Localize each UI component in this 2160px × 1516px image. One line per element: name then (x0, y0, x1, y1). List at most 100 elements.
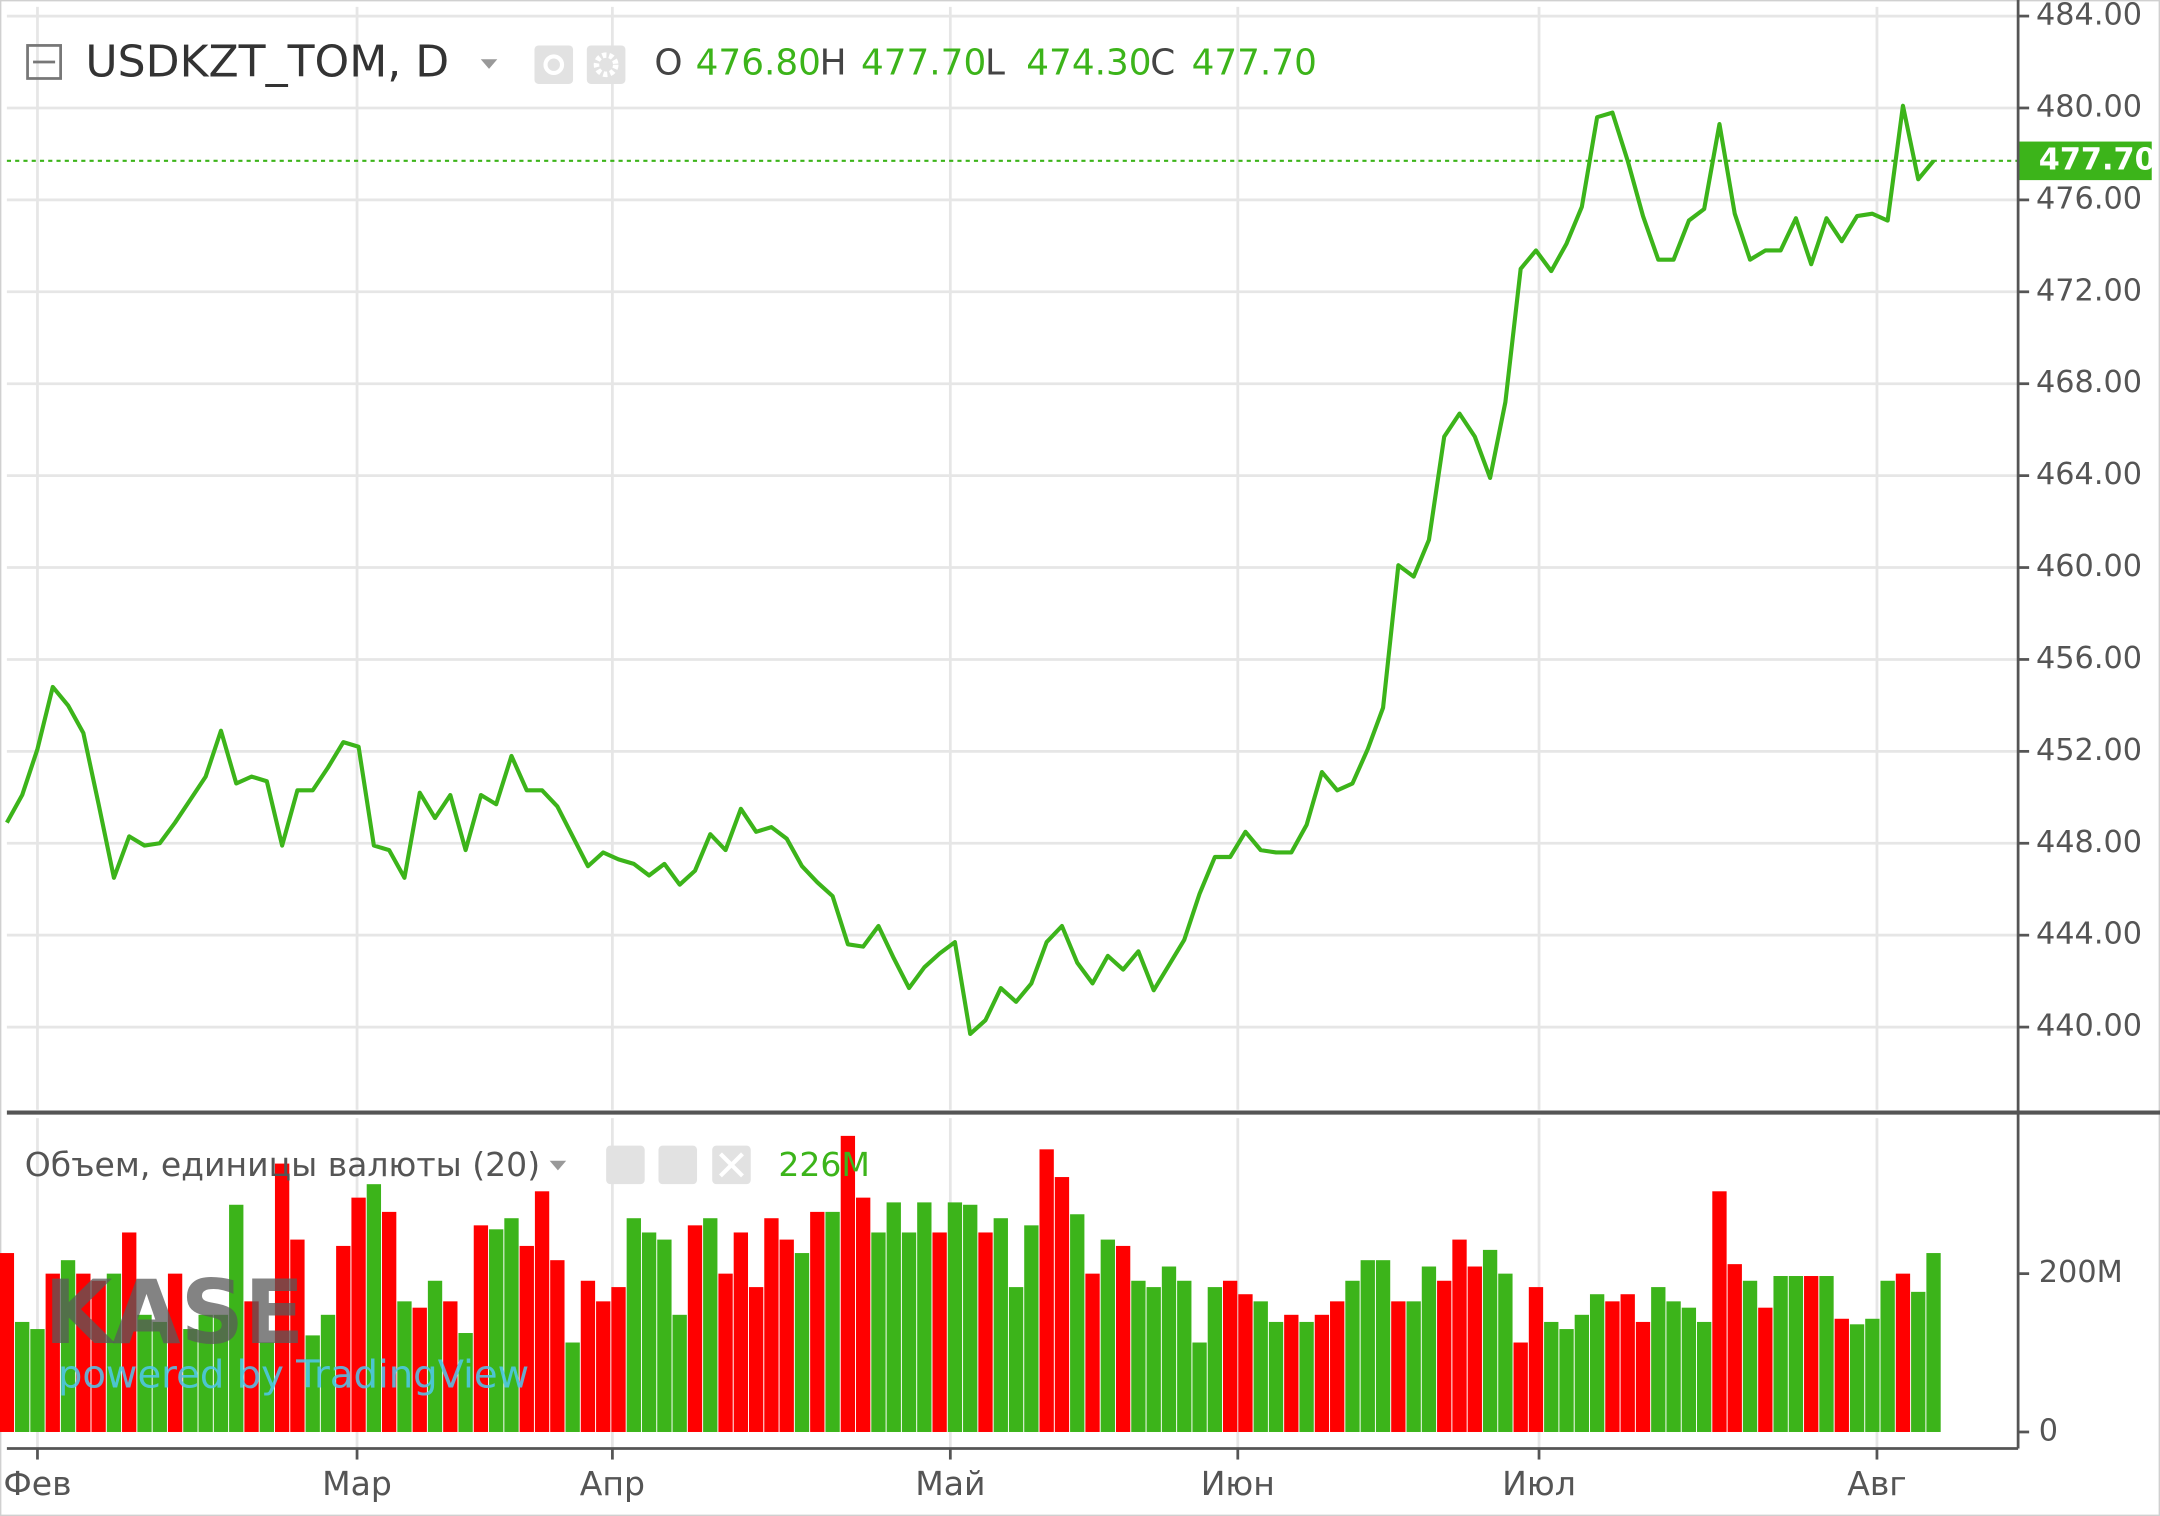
volume-bar (122, 1232, 137, 1432)
volume-bar (489, 1229, 504, 1432)
volume-bar (1635, 1321, 1651, 1432)
volume-bar (672, 1314, 687, 1432)
volume-bar (381, 1211, 397, 1432)
volume-bar (137, 1314, 152, 1432)
volume-bar (259, 1342, 274, 1432)
volume-bar (1605, 1301, 1620, 1432)
volume-bar (1238, 1294, 1253, 1432)
volume-bar (1115, 1245, 1131, 1432)
volume-bar (794, 1253, 810, 1432)
volume-bar (1008, 1287, 1024, 1432)
y-tick-label: 468.00 (2036, 365, 2142, 400)
volume-bar (703, 1218, 718, 1432)
ohlc: O 476.80H 477.70L 474.30C 477.70 (654, 43, 1317, 84)
volume-bar (290, 1239, 305, 1432)
y-tick-label: 476.00 (2036, 181, 2142, 216)
volume-y-tick-label: 0 (2039, 1413, 2058, 1448)
volume-bar (1345, 1280, 1360, 1432)
last-price-label: 477.70 (2039, 142, 2156, 177)
volume-bar (1039, 1149, 1054, 1432)
volume-bar (1100, 1239, 1115, 1432)
grid (6, 6, 2019, 1449)
eye-icon-pupil (543, 54, 565, 76)
volume-bar (1177, 1280, 1192, 1432)
volume-bar (1697, 1321, 1712, 1432)
volume-bar (1513, 1342, 1528, 1432)
y-tick-label: 440.00 (2036, 1009, 2142, 1044)
y-tick-label: 472.00 (2036, 273, 2142, 308)
eye-icon[interactable] (534, 45, 574, 84)
volume-bar (1589, 1294, 1605, 1432)
volume-bar (1070, 1214, 1085, 1432)
volume-bar (1926, 1253, 1941, 1432)
volume-bar (1268, 1321, 1284, 1432)
dropdown-arrow[interactable] (480, 59, 498, 69)
volume-bar (1299, 1321, 1314, 1432)
volume-bar (1314, 1314, 1330, 1432)
volume-bar (1482, 1249, 1498, 1432)
y-tick-label: 464.00 (2036, 457, 2142, 492)
y-tick-label: 484.00 (2036, 0, 2142, 33)
volume-bar (947, 1202, 963, 1432)
price-line (5, 103, 1936, 1037)
volume-bar (580, 1280, 596, 1432)
volume-bar (978, 1232, 993, 1432)
volume-bar (473, 1225, 489, 1432)
volume-bar (320, 1314, 336, 1432)
collapse-icon[interactable] (26, 44, 62, 80)
volume-bar (244, 1301, 259, 1432)
y-tick-label: 456.00 (2036, 641, 2142, 676)
volume-bar (1284, 1314, 1299, 1432)
volume-bar (336, 1245, 351, 1432)
x-tick-label: Мар (322, 1464, 392, 1503)
x-tick-label: Фев (3, 1464, 71, 1503)
volume-bar (397, 1301, 412, 1432)
volume-bar (1085, 1273, 1100, 1432)
volume-bar (733, 1232, 749, 1432)
volume-bar (1574, 1314, 1590, 1432)
volume-bar (1161, 1266, 1177, 1432)
x-tick-label: Май (915, 1464, 985, 1503)
x-tick-label: Июл (1502, 1464, 1576, 1503)
watermark-powered: powered by TradingView (58, 1352, 529, 1397)
volume-bar (963, 1204, 978, 1432)
ohlc-value: 477.70 (1192, 43, 1317, 84)
last-price-box (2019, 141, 2152, 181)
x-tick-label: Июн (1201, 1464, 1275, 1503)
y-tick-label: 444.00 (2036, 917, 2142, 952)
volume-bar (886, 1202, 901, 1432)
volume-bar (1222, 1280, 1238, 1432)
volume-bar (1849, 1324, 1865, 1432)
volume-bar (458, 1333, 473, 1432)
volume-close-x (718, 1152, 744, 1178)
volume-bar (825, 1211, 840, 1432)
volume-dropdown[interactable] (549, 1160, 567, 1171)
volume-bar (1528, 1287, 1544, 1432)
volume-bar (840, 1135, 856, 1432)
volume-bar (641, 1232, 657, 1432)
gear-icon[interactable] (586, 45, 626, 84)
ohlc-value: 476.80 (696, 43, 821, 84)
volume-bar (871, 1232, 886, 1432)
volume-bar (30, 1329, 45, 1432)
volume-eye-icon[interactable] (606, 1145, 645, 1185)
volume-bar (687, 1225, 703, 1432)
volume-bar (1192, 1342, 1207, 1432)
volume-bar (810, 1211, 825, 1432)
y-tick-label: 480.00 (2036, 89, 2142, 124)
volume-bar (106, 1273, 122, 1432)
volume-bar (718, 1273, 733, 1432)
volume-bar (1742, 1280, 1758, 1432)
volume-gear-icon[interactable] (658, 1145, 698, 1185)
volume-bar (1391, 1301, 1406, 1432)
volume-bar (764, 1218, 779, 1432)
volume-bar (1452, 1239, 1467, 1432)
x-tick-label: Авг (1847, 1464, 1906, 1503)
volume-bar (167, 1273, 183, 1432)
volume-bar (274, 1163, 290, 1432)
labels: Фев Мар Апр Май Июн Июл Авг 440.00 444.00 448.00 4… (3, 0, 2155, 1503)
volume-bar (1330, 1301, 1345, 1432)
volume-bar (1131, 1280, 1146, 1432)
volume-bar (213, 1314, 229, 1432)
volume-bar (1712, 1191, 1727, 1432)
